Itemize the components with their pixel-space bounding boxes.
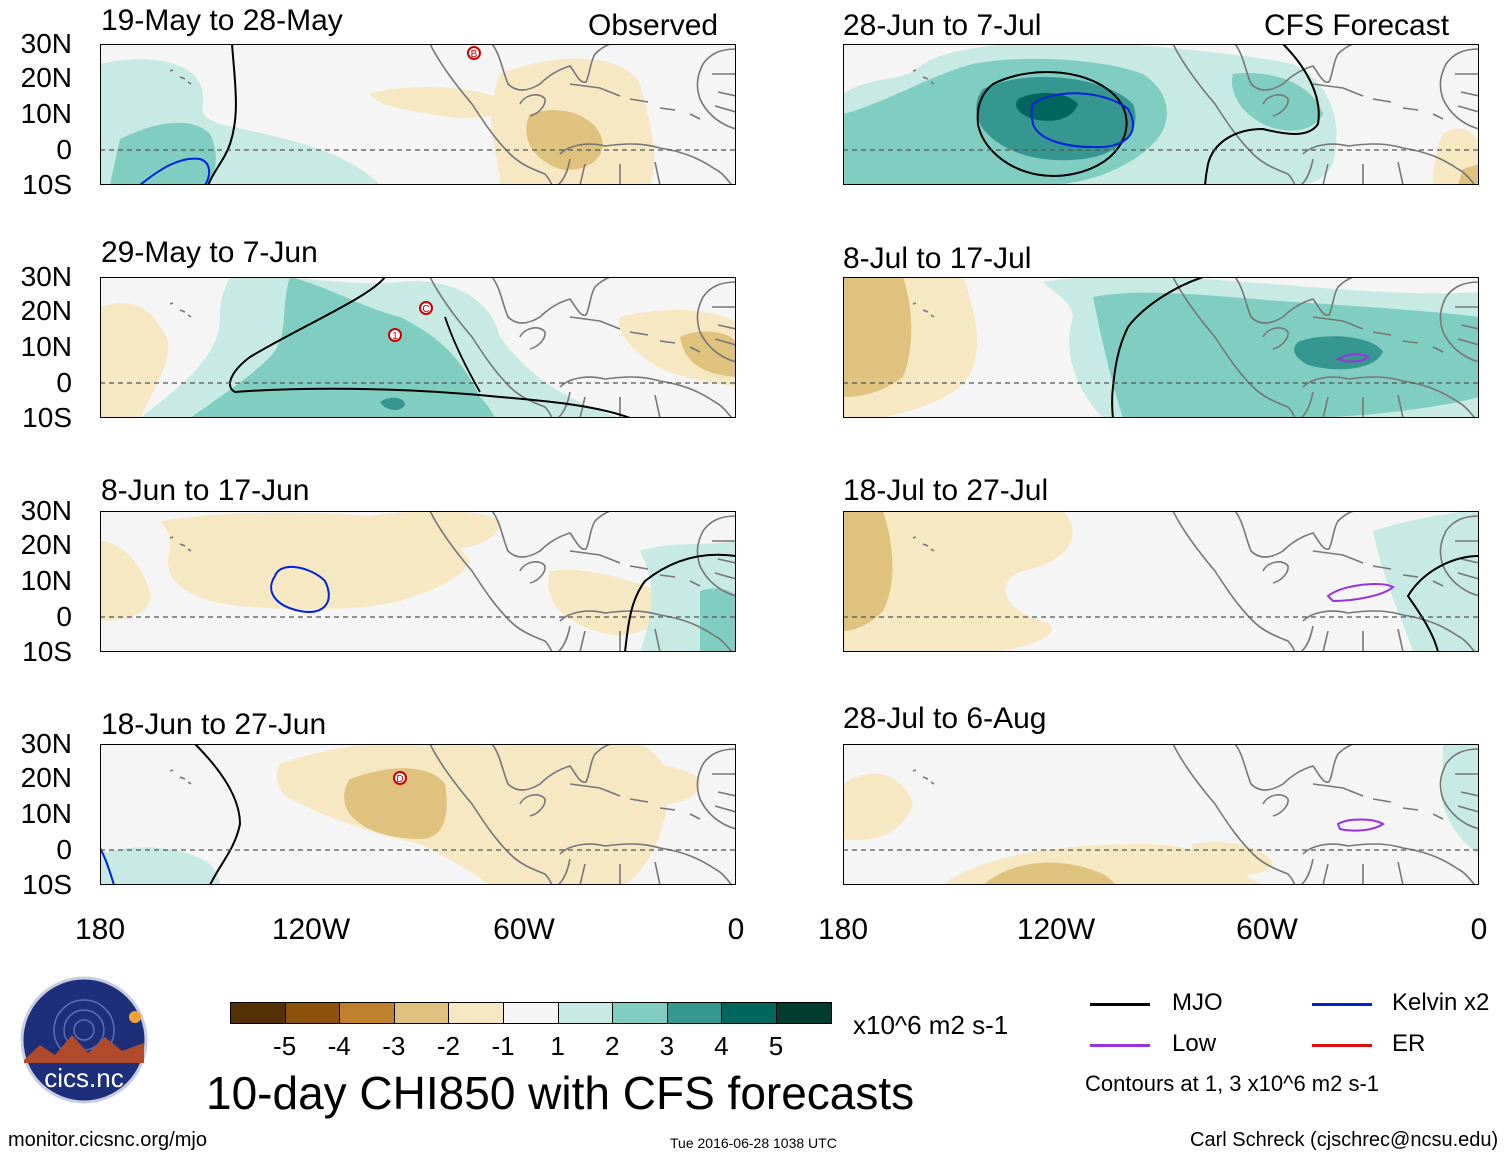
map-panel-8 (843, 744, 1479, 885)
lat-label: 0 (56, 134, 72, 165)
map-panel-4: D (100, 744, 736, 885)
panel-8-title: 28-Jul to 6-Aug (843, 702, 1047, 735)
lat-label: 0 (56, 601, 72, 632)
main-title: 10-day CHI850 with CFS forecasts (206, 1067, 915, 1119)
legend-mjo-line (1090, 1003, 1150, 1006)
map-panel-2: 1 C (100, 277, 736, 418)
lat-label: 30N (20, 261, 72, 292)
colorbar-swatch (612, 1002, 668, 1024)
lat-label: 30N (20, 495, 72, 526)
panel-6-title: 8-Jul to 17-Jul (843, 242, 1032, 275)
storm-marker-label: 1 (392, 331, 398, 342)
lat-label: 20N (20, 62, 72, 93)
colorbar-tick-label: 1 (550, 1031, 565, 1061)
colorbar-swatch (284, 1002, 341, 1024)
colorbar-units: x10^6 m2 s-1 (853, 1010, 1009, 1040)
footer-author: Carl Schreck (cjschrec@ncsu.edu) (1190, 1129, 1499, 1151)
colorbar-tick-label: 5 (768, 1031, 784, 1061)
panel-7-title: 18-Jul to 27-Jul (843, 474, 1049, 507)
colorbar-tick-label: 3 (659, 1031, 675, 1061)
footer-url[interactable]: monitor.cicsnc.org/mjo (8, 1129, 207, 1151)
cicsnc-logo: cics.nc (20, 976, 148, 1104)
lon-label-60w-left: 60W (493, 913, 555, 946)
lat-label: 30N (20, 28, 72, 59)
lat-label: 10N (20, 798, 72, 829)
storm-marker (419, 301, 433, 315)
lat-label: 30N (20, 728, 72, 759)
panel-1-title: 19-May to 28-May (101, 4, 343, 37)
lat-label: 10S (22, 402, 72, 433)
footer-timestamp: Tue 2016-06-28 1038 UTC (670, 1135, 837, 1151)
legend-kelvin-line (1312, 1003, 1372, 1006)
lat-label: 10N (20, 565, 72, 596)
lon-label-180-right: 180 (817, 913, 869, 946)
storm-marker-label: D (396, 774, 403, 785)
lat-label: 10N (20, 98, 72, 129)
lat-label: 0 (56, 834, 72, 865)
storm-marker-label: C (422, 304, 429, 315)
colorbar-tick-label: -4 (327, 1031, 351, 1061)
map-panel-7 (843, 511, 1479, 652)
lon-label-0-right: 0 (1470, 913, 1488, 946)
colorbar-swatch (666, 1002, 723, 1024)
panel-4-title: 18-Jun to 27-Jun (101, 708, 327, 741)
legend-low-label: Low (1172, 1030, 1217, 1057)
colorbar-swatch (721, 1002, 777, 1024)
storm-marker (393, 771, 407, 785)
lat-label: 10S (22, 869, 72, 900)
colorbar-swatch (448, 1002, 504, 1024)
lat-label: 10N (20, 331, 72, 362)
map-panel-5 (843, 44, 1479, 185)
lat-label: 10S (22, 636, 72, 667)
colorbar-swatch (230, 1002, 286, 1024)
storm-marker (467, 46, 481, 60)
lon-label-180-left: 180 (74, 913, 126, 946)
panel-5-title: 28-Jun to 7-Jul (843, 9, 1042, 42)
lat-label: 20N (20, 295, 72, 326)
panel-2-title: 29-May to 7-Jun (101, 236, 318, 269)
map-panel-1: B (100, 44, 736, 185)
lon-label-120w-left: 120W (271, 913, 351, 946)
colorbar-tick-label: -5 (273, 1031, 297, 1061)
panel-3-title: 8-Jun to 17-Jun (101, 474, 310, 507)
legend-er-line (1312, 1044, 1372, 1047)
lon-label-60w-right: 60W (1236, 913, 1298, 946)
colorbar-tick-label: -1 (491, 1031, 515, 1061)
map-panel-6 (843, 277, 1479, 418)
colorbar-swatch (339, 1002, 395, 1024)
colorbar-swatch (557, 1002, 614, 1024)
legend-kelvin-label: Kelvin x2 (1392, 989, 1490, 1016)
lat-label: 20N (20, 762, 72, 793)
storm-marker-label: B (471, 49, 478, 60)
storm-marker (388, 328, 402, 342)
map-panel-3 (100, 511, 736, 652)
lon-label-0-left: 0 (727, 913, 745, 946)
colorbar-tick-label: -3 (382, 1031, 406, 1061)
colorbar-swatch (503, 1002, 559, 1024)
lat-label: 0 (56, 367, 72, 398)
colorbar-swatch (393, 1002, 450, 1024)
lat-label: 20N (20, 529, 72, 560)
lat-label: 10S (22, 169, 72, 200)
colorbar-tick-label: -2 (436, 1031, 460, 1061)
colorbar-swatch (776, 1002, 832, 1024)
panel-1-label: Observed (588, 9, 719, 42)
colorbar-tick-label: 2 (604, 1031, 620, 1061)
logo-text: cics.nc (44, 1063, 123, 1093)
lon-label-120w-right: 120W (1016, 913, 1096, 946)
legend-er-label: ER (1392, 1030, 1426, 1057)
legend-low-line (1090, 1044, 1150, 1047)
colorbar-tick-label: 4 (714, 1031, 729, 1061)
legend-mjo-label: MJO (1172, 989, 1223, 1016)
legend-contours-note: Contours at 1, 3 x10^6 m2 s-1 (1085, 1071, 1380, 1096)
panel-5-label: CFS Forecast (1264, 9, 1450, 42)
